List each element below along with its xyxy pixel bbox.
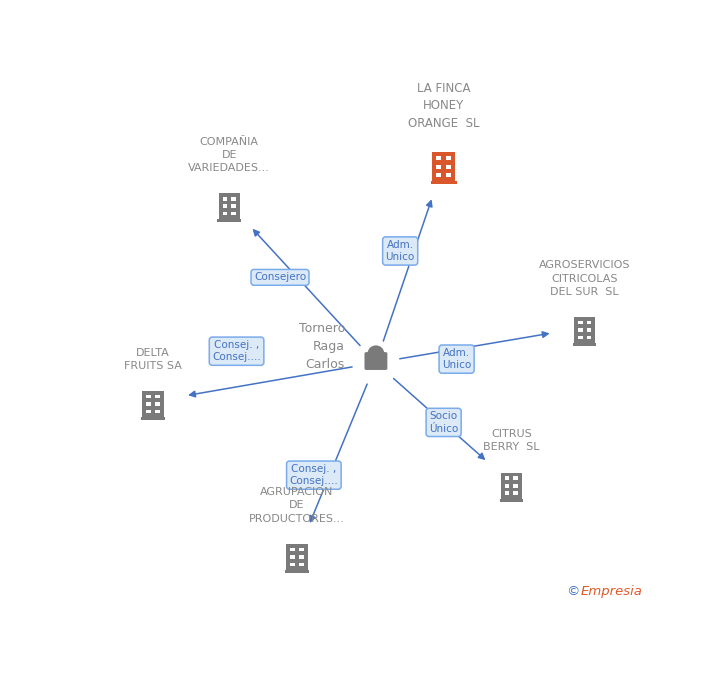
FancyBboxPatch shape [143, 391, 164, 417]
FancyBboxPatch shape [513, 484, 518, 488]
FancyBboxPatch shape [290, 562, 295, 566]
FancyBboxPatch shape [299, 562, 304, 566]
FancyBboxPatch shape [365, 352, 387, 370]
FancyBboxPatch shape [223, 197, 227, 201]
FancyBboxPatch shape [232, 212, 236, 215]
FancyBboxPatch shape [513, 477, 518, 480]
FancyBboxPatch shape [578, 336, 582, 339]
FancyBboxPatch shape [155, 402, 159, 406]
Text: Adm.
Unico: Adm. Unico [386, 240, 415, 262]
FancyBboxPatch shape [587, 328, 591, 332]
FancyBboxPatch shape [446, 164, 451, 169]
Text: Consej. ,
Consej....: Consej. , Consej.... [212, 340, 261, 362]
FancyBboxPatch shape [505, 491, 510, 495]
FancyBboxPatch shape [513, 491, 518, 495]
FancyBboxPatch shape [501, 473, 522, 499]
FancyBboxPatch shape [505, 477, 510, 480]
Text: DELTA
FRUITS SA: DELTA FRUITS SA [124, 347, 182, 371]
Text: Empresia: Empresia [581, 585, 643, 598]
FancyBboxPatch shape [587, 336, 591, 339]
FancyBboxPatch shape [446, 156, 451, 160]
FancyBboxPatch shape [505, 484, 510, 488]
FancyBboxPatch shape [299, 555, 304, 559]
FancyBboxPatch shape [146, 410, 151, 413]
FancyBboxPatch shape [499, 499, 523, 502]
FancyBboxPatch shape [155, 395, 159, 399]
Text: ©: © [566, 585, 579, 598]
Text: Adm.
Unico: Adm. Unico [442, 348, 471, 371]
Circle shape [368, 346, 384, 360]
FancyBboxPatch shape [587, 321, 591, 325]
FancyBboxPatch shape [286, 544, 308, 570]
FancyBboxPatch shape [290, 555, 295, 559]
FancyBboxPatch shape [232, 204, 236, 208]
FancyBboxPatch shape [218, 193, 240, 219]
Text: AGROSERVICIOS
CITRICOLAS
DEL SUR  SL: AGROSERVICIOS CITRICOLAS DEL SUR SL [539, 260, 630, 297]
Text: Consejero: Consejero [254, 273, 306, 282]
FancyBboxPatch shape [218, 219, 241, 223]
FancyBboxPatch shape [430, 181, 456, 184]
FancyBboxPatch shape [573, 343, 596, 346]
FancyBboxPatch shape [574, 317, 596, 343]
Text: Socio
Único: Socio Único [429, 411, 458, 434]
Text: CITRUS
BERRY  SL: CITRUS BERRY SL [483, 429, 539, 453]
FancyBboxPatch shape [223, 204, 227, 208]
Text: COMPAÑIA
DE
VARIEDADES...: COMPAÑIA DE VARIEDADES... [189, 136, 270, 173]
Text: Tornero
Raga
Carlos: Tornero Raga Carlos [298, 323, 345, 371]
Text: AGRUPACION
DE
PRODUCTORES...: AGRUPACION DE PRODUCTORES... [249, 487, 345, 523]
FancyBboxPatch shape [146, 395, 151, 399]
FancyBboxPatch shape [436, 173, 441, 177]
FancyBboxPatch shape [285, 570, 309, 573]
FancyBboxPatch shape [232, 197, 236, 201]
Text: Consej. ,
Consej....: Consej. , Consej.... [290, 464, 339, 486]
FancyBboxPatch shape [299, 547, 304, 551]
FancyBboxPatch shape [436, 156, 441, 160]
Text: LA FINCA
HONEY
ORANGE  SL: LA FINCA HONEY ORANGE SL [408, 82, 479, 129]
FancyBboxPatch shape [155, 410, 159, 413]
FancyBboxPatch shape [436, 164, 441, 169]
FancyBboxPatch shape [141, 417, 165, 420]
FancyBboxPatch shape [223, 212, 227, 215]
FancyBboxPatch shape [432, 152, 456, 181]
FancyBboxPatch shape [146, 402, 151, 406]
FancyBboxPatch shape [578, 321, 582, 325]
FancyBboxPatch shape [578, 328, 582, 332]
FancyBboxPatch shape [446, 173, 451, 177]
FancyBboxPatch shape [290, 547, 295, 551]
